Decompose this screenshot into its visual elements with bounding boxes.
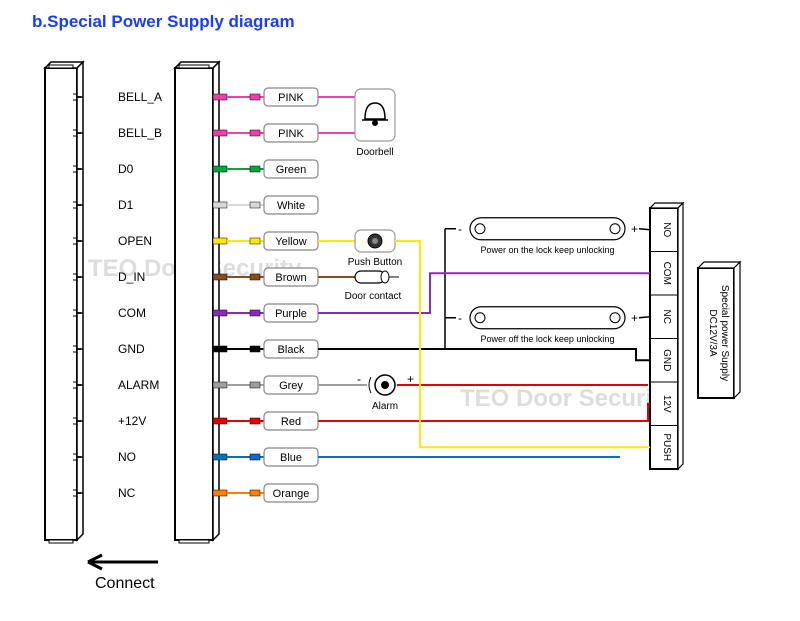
svg-text:ALARM: ALARM	[118, 378, 159, 392]
svg-text:Door contact: Door contact	[345, 291, 402, 302]
svg-text:NC: NC	[661, 310, 672, 324]
svg-text:Yellow: Yellow	[275, 236, 306, 248]
svg-text:-: -	[458, 222, 462, 236]
svg-text:NO: NO	[661, 222, 672, 237]
svg-text:Orange: Orange	[273, 488, 310, 500]
svg-text:Connect: Connect	[95, 575, 155, 592]
svg-text:Alarm: Alarm	[372, 401, 398, 412]
svg-text:GND: GND	[661, 349, 672, 371]
svg-text:D1: D1	[118, 198, 134, 212]
svg-text:NO: NO	[118, 450, 136, 464]
svg-text:+: +	[631, 311, 638, 325]
svg-text:White: White	[277, 200, 305, 212]
svg-text:Power off the lock keep unlock: Power off the lock keep unlocking	[481, 334, 615, 344]
svg-text:DC12V/3A: DC12V/3A	[707, 309, 718, 357]
svg-text:COM: COM	[118, 306, 146, 320]
svg-text:OPEN: OPEN	[118, 234, 152, 248]
svg-text:Grey: Grey	[279, 380, 303, 392]
svg-text:NC: NC	[118, 486, 136, 500]
svg-text:COM: COM	[661, 262, 672, 285]
svg-text:Push Button: Push Button	[348, 257, 402, 268]
svg-text:D0: D0	[118, 162, 134, 176]
svg-text:BELL_A: BELL_A	[118, 90, 162, 104]
svg-text:BELL_B: BELL_B	[118, 126, 162, 140]
wiring-diagram: BELL_A PINK BELL_B PINK D0 Green D1 White OPEN Ye…	[0, 0, 800, 621]
svg-text:PINK: PINK	[278, 128, 304, 140]
svg-text:Special power Supply: Special power Supply	[719, 285, 730, 381]
svg-text:-: -	[357, 372, 361, 386]
svg-text:D_IN: D_IN	[118, 270, 145, 284]
svg-text:-: -	[458, 311, 462, 325]
svg-text:PINK: PINK	[278, 92, 304, 104]
svg-text:GND: GND	[118, 342, 145, 356]
svg-text:+12V: +12V	[118, 414, 146, 428]
svg-text:PUSH: PUSH	[661, 433, 672, 461]
svg-text:Black: Black	[278, 344, 305, 356]
svg-text:12V: 12V	[661, 395, 672, 413]
svg-text:Purple: Purple	[275, 308, 307, 320]
svg-text:Power on the lock keep unlocki: Power on the lock keep unlocking	[480, 245, 614, 255]
svg-text:Brown: Brown	[275, 272, 306, 284]
svg-text:+: +	[631, 222, 638, 236]
svg-text:Green: Green	[276, 164, 307, 176]
svg-text:Blue: Blue	[280, 452, 302, 464]
svg-text:Red: Red	[281, 416, 301, 428]
svg-text:Doorbell: Doorbell	[356, 147, 393, 158]
svg-text:+: +	[407, 372, 414, 386]
